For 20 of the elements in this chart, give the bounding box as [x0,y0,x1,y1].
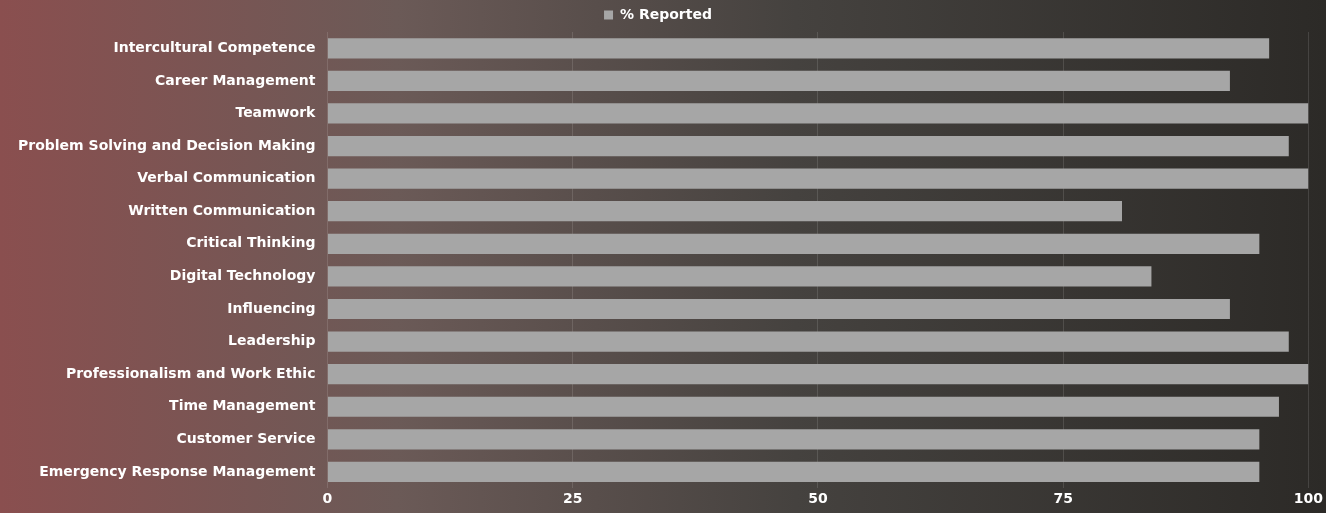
y-tick-label: Written Communication [128,201,316,218]
x-tick-label: 25 [562,490,583,507]
y-tick-label: Career Management [154,71,316,88]
x-tick-label: 100 [1293,490,1324,507]
x-tick-label: 75 [1053,490,1073,507]
x-tick-label: 50 [808,490,828,507]
y-tick-label: Problem Solving and Decision Making [17,136,316,153]
x-tick-label: 0 [322,490,333,507]
y-tick-label: Intercultural Competence [113,38,316,55]
y-tick-label: Customer Service [176,429,316,446]
y-tick-label: Emergency Response Management [39,462,316,479]
legend-label: % Reported [620,5,712,22]
y-tick-label: Leadership [228,332,316,349]
y-tick-label: Professionalism and Work Ethic [65,364,316,381]
y-tick-label: Verbal Communication [137,169,316,186]
y-tick-label: Digital Technology [169,267,316,284]
y-tick-label: Critical Thinking [186,234,316,251]
y-tick-label: Teamwork [235,104,317,121]
y-tick-label: Influencing [227,299,316,316]
y-tick-label: Time Management [169,397,316,414]
